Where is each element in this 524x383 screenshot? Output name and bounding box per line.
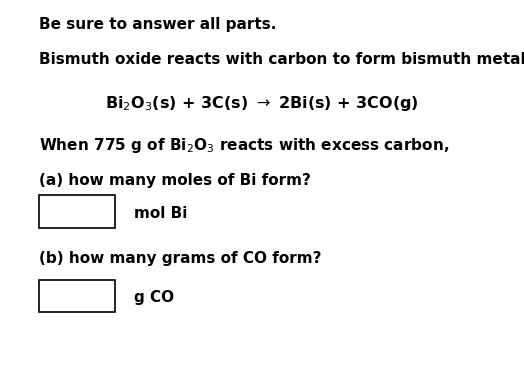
Text: When 775 g of Bi$_2$O$_3$ reacts with excess carbon,: When 775 g of Bi$_2$O$_3$ reacts with ex…	[39, 136, 450, 155]
Text: g CO: g CO	[134, 290, 174, 306]
FancyBboxPatch shape	[39, 280, 115, 312]
Text: mol Bi: mol Bi	[134, 206, 187, 221]
Text: (b) how many grams of CO form?: (b) how many grams of CO form?	[39, 251, 322, 266]
Text: Bismuth oxide reacts with carbon to form bismuth metal:: Bismuth oxide reacts with carbon to form…	[39, 52, 524, 67]
Text: (a) how many moles of Bi form?: (a) how many moles of Bi form?	[39, 173, 311, 188]
FancyBboxPatch shape	[39, 195, 115, 228]
Text: Be sure to answer all parts.: Be sure to answer all parts.	[39, 17, 277, 32]
Text: Bi$_2$O$_3$(s) + 3C(s) $\rightarrow$ 2Bi(s) + 3CO(g): Bi$_2$O$_3$(s) + 3C(s) $\rightarrow$ 2Bi…	[105, 94, 419, 113]
